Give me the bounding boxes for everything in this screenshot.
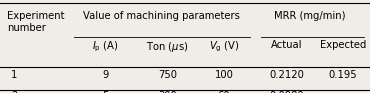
Text: $V_\mathrm{g}$ (V): $V_\mathrm{g}$ (V) (209, 40, 239, 54)
Text: 2: 2 (11, 91, 17, 93)
Text: $I_\mathrm{p}$ (A): $I_\mathrm{p}$ (A) (92, 40, 119, 54)
Text: 0.2120: 0.2120 (269, 70, 304, 80)
Text: 1: 1 (11, 70, 17, 80)
Text: 5: 5 (102, 91, 109, 93)
Text: 300: 300 (158, 91, 177, 93)
Text: Ton ($\mu$s): Ton ($\mu$s) (146, 40, 189, 54)
Text: Expected: Expected (320, 40, 366, 50)
Text: 0.0980: 0.0980 (269, 91, 304, 93)
Text: Value of machining parameters: Value of machining parameters (84, 11, 240, 21)
Text: MRR (mg/min): MRR (mg/min) (274, 11, 346, 21)
Text: Experiment
number: Experiment number (7, 11, 65, 33)
Text: 0.195: 0.195 (329, 70, 357, 80)
Text: 100: 100 (214, 70, 233, 80)
Text: 750: 750 (158, 70, 177, 80)
Text: –: – (341, 91, 346, 93)
Text: Actual: Actual (271, 40, 303, 50)
Text: 9: 9 (102, 70, 109, 80)
Text: 60: 60 (218, 91, 230, 93)
